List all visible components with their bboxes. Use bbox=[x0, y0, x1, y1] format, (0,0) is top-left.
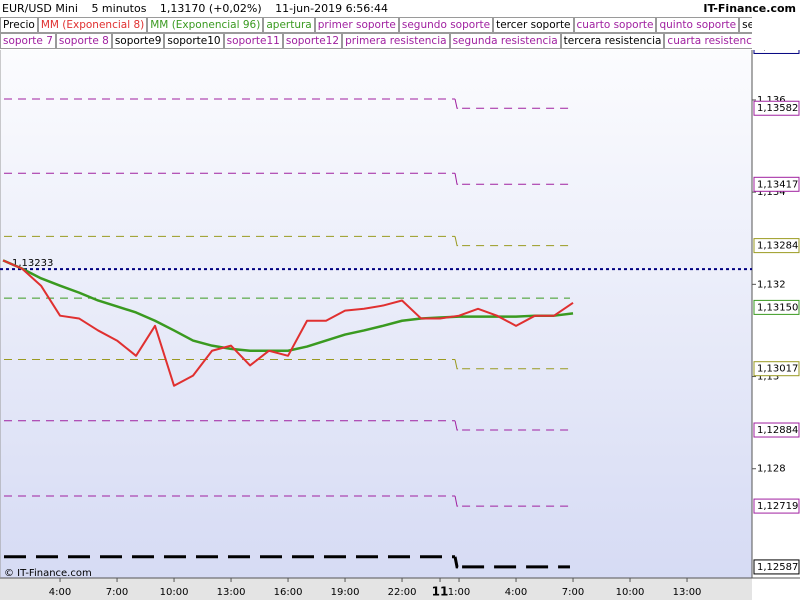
footer: © IT-Finance.com bbox=[4, 568, 92, 579]
y-tick-label: 1,13 bbox=[757, 372, 779, 383]
interval: 5 minutos bbox=[91, 2, 147, 15]
price-label: 1,12587 bbox=[757, 562, 798, 573]
x-tick-label: 22:00 bbox=[388, 587, 417, 598]
price-label-box bbox=[753, 422, 800, 438]
legend-entry: tercera resistencia bbox=[560, 33, 665, 49]
x-tick-label: 16:00 bbox=[274, 587, 303, 598]
legend-entry: soporte10 bbox=[164, 33, 224, 49]
legend-entry: primera resistencia bbox=[342, 33, 450, 49]
legend-entry: soporte12 bbox=[282, 33, 343, 49]
legend-entry: segundo soporte bbox=[398, 17, 494, 33]
legend-entry: segunda resistencia bbox=[449, 33, 561, 49]
legend-entry: soporte11 bbox=[223, 33, 283, 49]
y-tick-label: 1,128 bbox=[757, 464, 786, 475]
axis-background bbox=[0, 578, 752, 600]
price-label-box bbox=[753, 559, 800, 575]
y-tick-label: 1,136 bbox=[757, 95, 786, 106]
plot-background bbox=[0, 0, 752, 578]
price-label: 1,12884 bbox=[757, 425, 798, 436]
legend-row: Precio MM (Exponencial 8) MM (Exponencial … bbox=[0, 17, 752, 33]
header: EUR/USD Mini 5 minutos 1,13170 (+0,02%) … bbox=[0, 0, 800, 50]
price-label: 1,13582 bbox=[757, 103, 798, 114]
legend-entry: tercer soporte bbox=[493, 17, 574, 33]
legend-entry: apertura bbox=[263, 17, 315, 33]
series-line bbox=[2, 259, 574, 352]
level-step bbox=[454, 420, 459, 431]
price-label: 1,13150 bbox=[757, 302, 798, 313]
x-tick-label: 10:00 bbox=[160, 587, 189, 598]
price-label-box bbox=[753, 100, 800, 116]
y-tick-label: 1,134 bbox=[757, 187, 786, 198]
reference-label: 1,13233 bbox=[12, 258, 53, 269]
title-bar: EUR/USD Mini 5 minutos 1,13170 (+0,02%) … bbox=[0, 0, 800, 17]
level-step bbox=[454, 359, 459, 370]
price-label-box bbox=[753, 299, 800, 315]
price-label: 1,13284 bbox=[757, 241, 798, 252]
price-label: 1,13017 bbox=[757, 364, 798, 375]
price-label-box bbox=[753, 238, 800, 254]
level-step bbox=[453, 556, 459, 569]
x-tick-label: 13:00 bbox=[217, 587, 246, 598]
legend-entry: primer soporte bbox=[314, 17, 399, 33]
price-label-box bbox=[753, 498, 800, 514]
brand: IT-Finance.com bbox=[703, 2, 796, 15]
level-step bbox=[454, 173, 459, 185]
timestamp: 11-jun-2019 6:56:44 bbox=[275, 2, 388, 15]
legend-entry: sexto soporte bbox=[739, 17, 752, 33]
x-tick-label: 7:00 bbox=[562, 587, 584, 598]
x-tick-label: 4:00 bbox=[49, 587, 71, 598]
level-step bbox=[454, 495, 459, 507]
x-tick-label: 4:00 bbox=[505, 587, 527, 598]
x-tick-label: 7:00 bbox=[106, 587, 128, 598]
title-group: EUR/USD Mini 5 minutos 1,13170 (+0,02%) … bbox=[2, 0, 398, 17]
level-step bbox=[454, 236, 459, 247]
legend-row: soporte 7 soporte 8 soporte9 soporte10 sopor… bbox=[0, 33, 752, 49]
price-label: 1,12719 bbox=[757, 501, 798, 512]
legend-entry: quinto soporte bbox=[656, 17, 740, 33]
title: EUR/USD Mini bbox=[2, 2, 78, 15]
price-label: 1,13417 bbox=[757, 179, 798, 190]
y-tick-label: 1,132 bbox=[757, 279, 786, 290]
x-tick-label: 13:00 bbox=[673, 587, 702, 598]
legend-entry: MM (Exponencial 8) bbox=[37, 17, 148, 33]
legend-entry: Precio bbox=[0, 17, 38, 33]
x-tick-label: 10:00 bbox=[616, 587, 645, 598]
legend-entry: soporte 7 bbox=[0, 33, 56, 49]
legend-entry: soporte 8 bbox=[55, 33, 112, 49]
level-step bbox=[454, 98, 459, 109]
series-line bbox=[2, 259, 574, 387]
x-tick-label: 11 bbox=[432, 585, 449, 599]
x-tick-label: 1:00 bbox=[448, 587, 470, 598]
legend-entry: cuarta resistencia bbox=[664, 33, 752, 49]
legend-entry: MM (Exponencial 96) bbox=[147, 17, 264, 33]
price-label-box bbox=[753, 361, 800, 377]
price-label-box bbox=[753, 176, 800, 192]
legend-entry: cuarto soporte bbox=[573, 17, 657, 33]
legend-entry: soporte9 bbox=[111, 33, 165, 49]
x-tick-label: 19:00 bbox=[331, 587, 360, 598]
last-price: 1,13170 (+0,02%) bbox=[159, 2, 262, 15]
